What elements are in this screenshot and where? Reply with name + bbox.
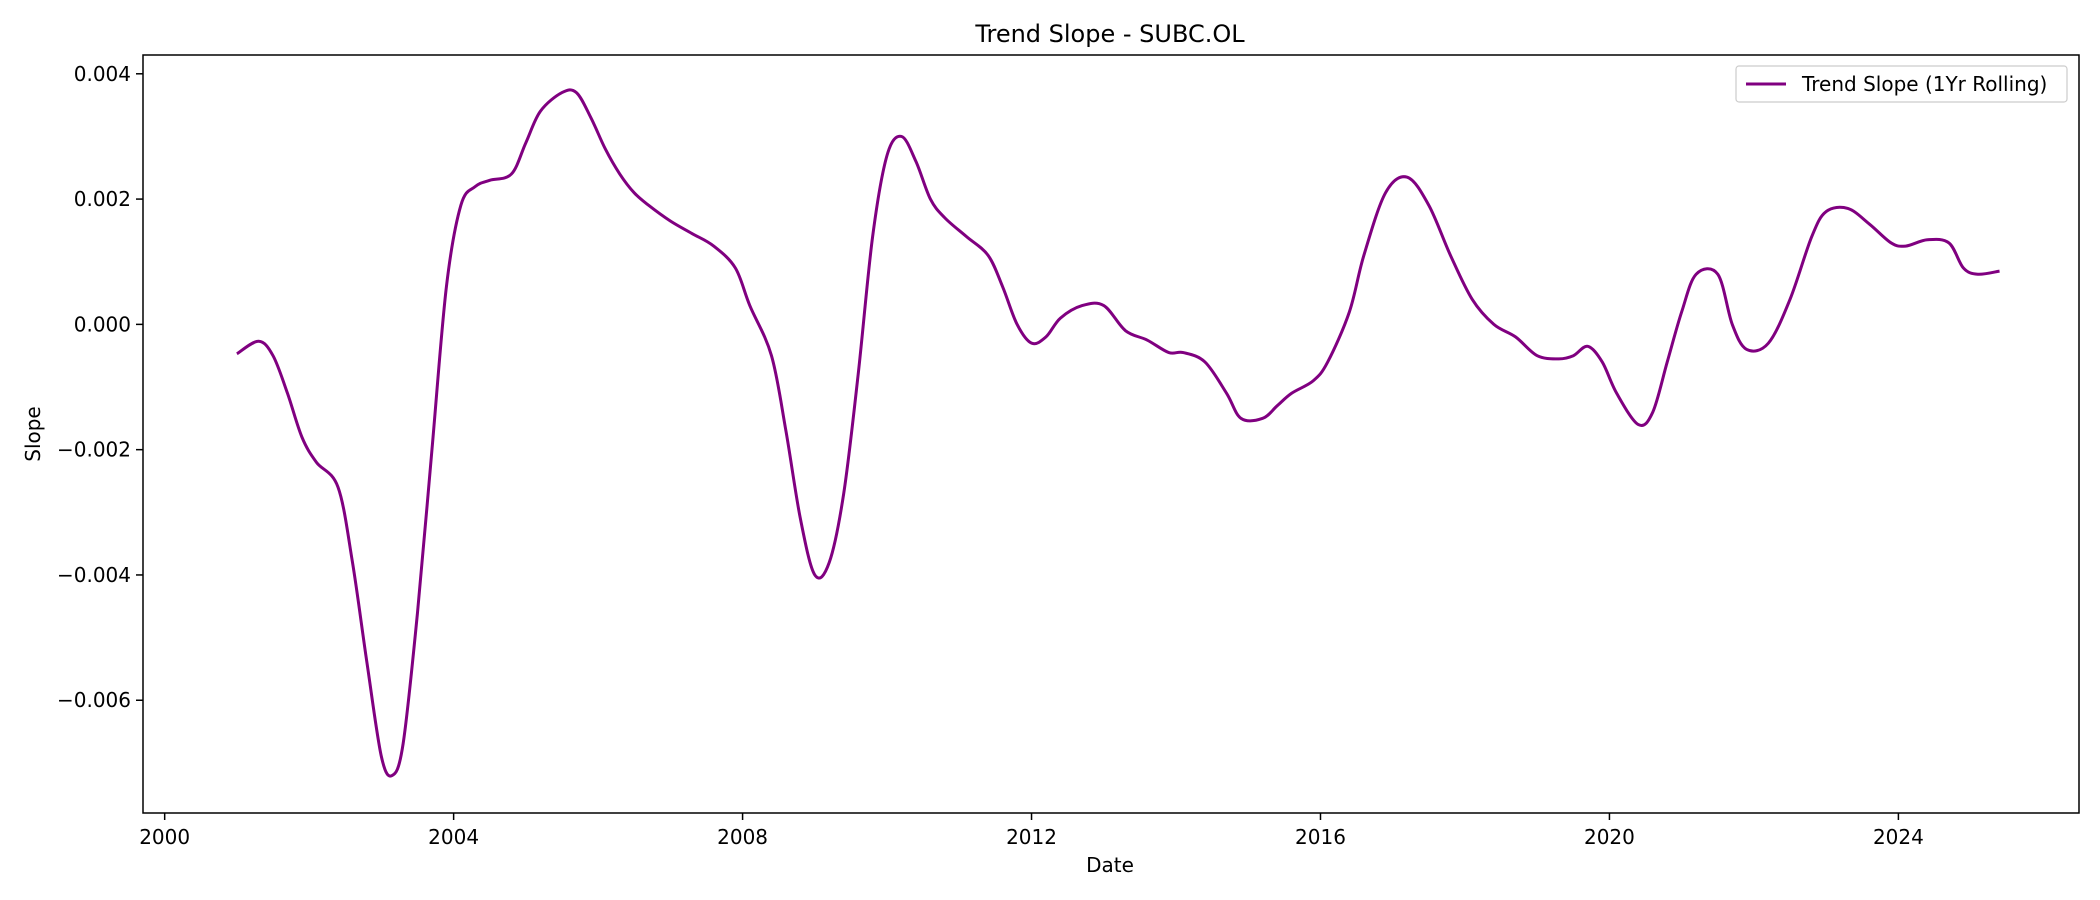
y-axis-label: Slope — [21, 406, 45, 462]
x-tick-label: 2012 — [1006, 825, 1057, 849]
x-axis-label: Date — [1086, 853, 1134, 877]
x-tick-label: 2020 — [1584, 825, 1635, 849]
legend-label: Trend Slope (1Yr Rolling) — [1801, 72, 2047, 96]
y-tick-label: −0.002 — [57, 438, 131, 462]
x-tick-label: 2000 — [139, 825, 190, 849]
series-layer — [236, 88, 2000, 778]
x-axis: 2000 2004 2008 2012 2016 2020 2024 — [139, 813, 1924, 849]
x-tick-label: 2004 — [428, 825, 479, 849]
y-tick-label: 0.002 — [74, 187, 131, 211]
x-tick-label: 2008 — [717, 825, 768, 849]
x-tick-label: 2016 — [1295, 825, 1346, 849]
x-tick-label: 2024 — [1873, 825, 1924, 849]
y-tick-label: −0.006 — [57, 688, 131, 712]
series-line-trend-slope — [236, 88, 2000, 778]
y-axis: 0.004 0.002 0.000 −0.002 −0.004 −0.006 — [57, 62, 143, 712]
plot-area — [142, 54, 2080, 814]
legend-box — [1735, 65, 2068, 103]
y-tick-label: −0.004 — [57, 563, 131, 587]
y-tick-label: 0.000 — [74, 312, 131, 336]
chart-title: Trend Slope - SUBC.OL — [974, 20, 1245, 48]
y-tick-label: 0.004 — [74, 62, 131, 86]
legend: Trend Slope (1Yr Rolling) — [1735, 65, 2068, 103]
plot-frame — [142, 54, 2080, 814]
